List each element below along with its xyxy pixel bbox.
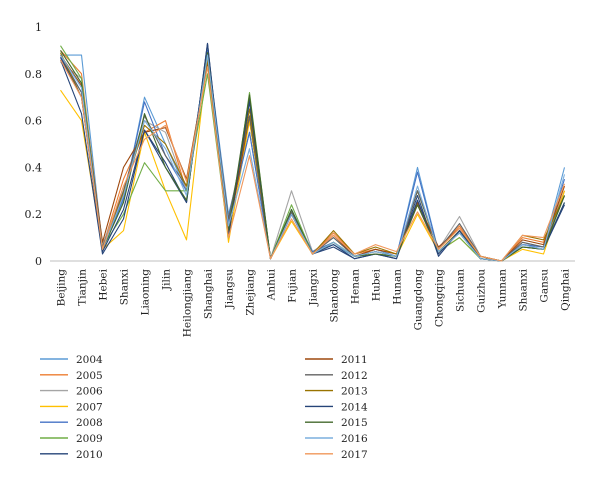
x-tick-label: Guizhou [476,269,488,313]
x-tick-label: Tianjin [77,269,89,306]
x-tick-label: Heilongjiang [182,269,194,338]
x-tick-label: Liaoning [140,269,152,316]
x-tick-label: Shaanxi [518,268,530,311]
legend-label: 2017 [341,449,368,461]
y-tick-label: 1 [35,21,42,34]
x-tick-label: Jiangxi [308,268,320,306]
x-tick-label: Jilin [161,269,173,291]
legend-label: 2004 [76,354,103,366]
series-line-2015 [60,50,566,262]
x-tick-label: Shandong [329,269,341,323]
series-line-2005 [60,50,566,262]
legend-label: 2010 [76,449,103,461]
x-tick-label: Henan [350,269,362,304]
x-tick-label: Fujian [287,269,299,303]
x-tick-label: Anhui [266,268,278,301]
legend-label: 2013 [341,386,368,398]
legend-label: 2007 [76,401,103,413]
y-tick-label: 0.4 [25,161,43,174]
chart-axes: 0 0.2 0.4 0.6 0.8 1 Beijing Tianjin Hebei Shanxi L… [25,21,575,338]
x-tick-label: Hubei [371,268,383,301]
x-tick-label: Gansu [539,269,551,303]
x-tick-label: Guangdong [413,269,425,331]
series-lines [59,42,566,262]
legend-label: 2016 [341,433,368,445]
legend-label: 2015 [341,417,368,429]
legend-label: 2008 [76,417,103,429]
legend-label: 2011 [341,354,368,366]
chart-legend: 2004 2005 2006 2007 2008 2009 2010 2011 2012 2013… [40,354,368,461]
legend-label: 2005 [76,370,103,382]
x-tick-label: Zhejiang [245,269,257,316]
y-tick-label: 0.8 [25,68,43,81]
x-tick-label: Chongqing [434,269,446,327]
x-tick-label: Shanghai [203,268,215,319]
x-tick-label: Beijing [56,269,68,307]
x-tick-label: Yunnan [497,269,509,310]
x-tick-label: Shanxi [119,268,131,305]
legend-label: 2009 [76,433,103,445]
x-tick-label: Jiangsu [224,269,236,310]
legend-label: 2006 [76,386,103,398]
y-tick-label: 0.6 [25,115,43,128]
series-line-2008 [60,49,566,262]
x-tick-label: Qinghai [560,268,572,310]
y-tick-label: 0.2 [25,208,43,221]
legend-label: 2012 [341,370,368,382]
x-tick-label: Hebei [98,268,110,300]
y-tick-label: 0 [35,255,42,268]
series-line-2004 [60,49,566,262]
x-tick-label: Sichuan [455,269,467,312]
x-tick-label: Hunan [392,269,404,305]
legend-label: 2014 [341,401,368,413]
series-line-2017 [60,59,566,262]
